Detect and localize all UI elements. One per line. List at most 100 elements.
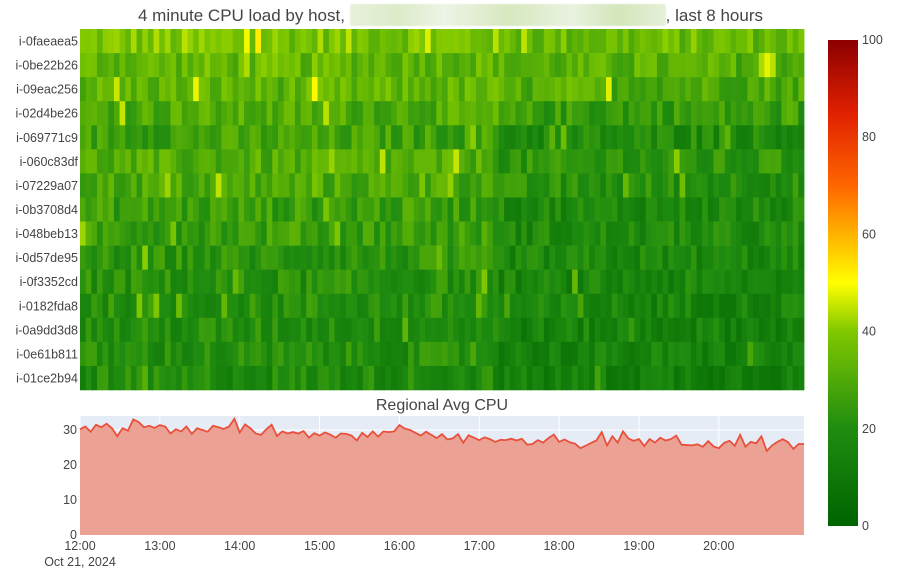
heatmap-cell[interactable] — [719, 317, 726, 343]
heatmap-cell[interactable] — [238, 341, 245, 367]
heatmap-cell[interactable] — [323, 173, 330, 198]
heatmap-cell[interactable] — [266, 245, 273, 270]
heatmap-cell[interactable] — [198, 101, 205, 126]
heatmap-cell[interactable] — [741, 77, 748, 102]
heatmap-cell[interactable] — [741, 197, 748, 222]
heatmap-cell[interactable] — [153, 53, 160, 78]
heatmap-cell[interactable] — [639, 53, 647, 78]
heatmap-cell[interactable] — [368, 173, 375, 198]
heatmap-cell[interactable] — [532, 365, 539, 391]
heatmap-cell[interactable] — [368, 77, 375, 102]
heatmap-cell[interactable] — [408, 29, 415, 54]
heatmap-cell[interactable] — [504, 317, 511, 343]
heatmap-cell[interactable] — [504, 197, 511, 222]
heatmap-cell[interactable] — [741, 149, 748, 174]
heatmap-cell[interactable] — [136, 317, 143, 343]
heatmap-cell[interactable] — [419, 221, 426, 246]
heatmap-cell[interactable] — [170, 125, 177, 150]
heatmap-cell[interactable] — [798, 101, 805, 126]
heatmap-cell[interactable] — [96, 269, 104, 295]
heatmap-cell[interactable] — [662, 101, 669, 126]
heatmap-cell[interactable] — [543, 29, 550, 54]
heatmap-cell[interactable] — [391, 341, 398, 367]
heatmap-cell[interactable] — [577, 245, 584, 270]
heatmap-cell[interactable] — [668, 53, 675, 78]
heatmap-cell[interactable] — [509, 221, 516, 246]
heatmap-cell[interactable] — [261, 173, 268, 198]
heatmap-cell[interactable] — [436, 221, 443, 246]
heatmap-cell[interactable] — [244, 221, 251, 246]
heatmap-cell[interactable] — [481, 245, 488, 270]
heatmap-cell[interactable] — [781, 293, 788, 319]
heatmap-cell[interactable] — [306, 269, 313, 295]
heatmap-cell[interactable] — [244, 269, 251, 295]
heatmap-cell[interactable] — [368, 341, 375, 367]
heatmap-cell[interactable] — [492, 317, 499, 343]
heatmap-cell[interactable] — [153, 293, 160, 319]
heatmap-cell[interactable] — [515, 245, 522, 270]
heatmap-cell[interactable] — [685, 149, 692, 174]
heatmap-cell[interactable] — [130, 245, 137, 270]
heatmap-cell[interactable] — [487, 293, 494, 319]
heatmap-cell[interactable] — [261, 53, 268, 78]
heatmap-cell[interactable] — [606, 197, 613, 222]
heatmap-cell[interactable] — [102, 365, 109, 391]
heatmap-cell[interactable] — [538, 125, 545, 150]
heatmap-cell[interactable] — [283, 101, 290, 126]
heatmap-cell[interactable] — [368, 317, 375, 343]
heatmap-cell[interactable] — [210, 77, 217, 102]
heatmap-cell[interactable] — [204, 365, 211, 391]
heatmap-cell[interactable] — [402, 125, 409, 150]
heatmap-cell[interactable] — [770, 221, 777, 246]
heatmap-cell[interactable] — [623, 245, 630, 270]
heatmap-cell[interactable] — [289, 269, 296, 295]
heatmap-cell[interactable] — [651, 341, 658, 367]
heatmap-cell[interactable] — [447, 365, 454, 391]
heatmap-cell[interactable] — [532, 269, 539, 295]
heatmap-cell[interactable] — [781, 53, 788, 78]
heatmap-cell[interactable] — [204, 125, 211, 150]
heatmap-cell[interactable] — [668, 341, 675, 367]
heatmap-cell[interactable] — [232, 293, 239, 319]
heatmap-cell[interactable] — [617, 341, 624, 367]
heatmap-cell[interactable] — [753, 101, 760, 126]
heatmap-cell[interactable] — [187, 221, 194, 246]
heatmap-cell[interactable] — [515, 365, 522, 391]
heatmap-cell[interactable] — [662, 53, 669, 78]
heatmap-cell[interactable] — [696, 317, 703, 343]
heatmap-cell[interactable] — [504, 365, 511, 391]
heatmap-cell[interactable] — [611, 269, 618, 295]
heatmap-cell[interactable] — [498, 293, 505, 319]
heatmap-cell[interactable] — [470, 293, 477, 319]
heatmap-cell[interactable] — [798, 173, 805, 198]
heatmap-cell[interactable] — [125, 197, 132, 222]
heatmap-cell[interactable] — [707, 317, 714, 343]
heatmap-cell[interactable] — [662, 173, 669, 198]
heatmap-cell[interactable] — [164, 29, 171, 54]
heatmap-cell[interactable] — [685, 221, 692, 246]
heatmap-cell[interactable] — [532, 173, 539, 198]
heatmap-cell[interactable] — [764, 149, 771, 174]
heatmap-cell[interactable] — [170, 317, 177, 343]
heatmap-cell[interactable] — [391, 101, 398, 126]
heatmap-cell[interactable] — [317, 341, 324, 367]
heatmap-cell[interactable] — [724, 221, 731, 246]
heatmap-cell[interactable] — [266, 197, 273, 222]
heatmap-cell[interactable] — [713, 293, 720, 319]
heatmap-cell[interactable] — [702, 269, 709, 295]
heatmap-cell[interactable] — [668, 245, 675, 270]
heatmap-cell[interactable] — [430, 77, 437, 102]
heatmap-cell[interactable] — [770, 245, 777, 270]
heatmap-cell[interactable] — [289, 221, 296, 246]
heatmap-cell[interactable] — [283, 293, 290, 319]
heatmap-cell[interactable] — [775, 53, 782, 78]
heatmap-cell[interactable] — [589, 149, 596, 174]
heatmap-cell[interactable] — [221, 269, 228, 295]
heatmap-cell[interactable] — [238, 149, 245, 174]
heatmap-cell[interactable] — [696, 101, 703, 126]
heatmap-cell[interactable] — [724, 149, 731, 174]
heatmap-cell[interactable] — [572, 341, 579, 367]
heatmap-cell[interactable] — [345, 29, 352, 54]
heatmap-cell[interactable] — [130, 221, 137, 246]
heatmap-cell[interactable] — [102, 341, 109, 367]
